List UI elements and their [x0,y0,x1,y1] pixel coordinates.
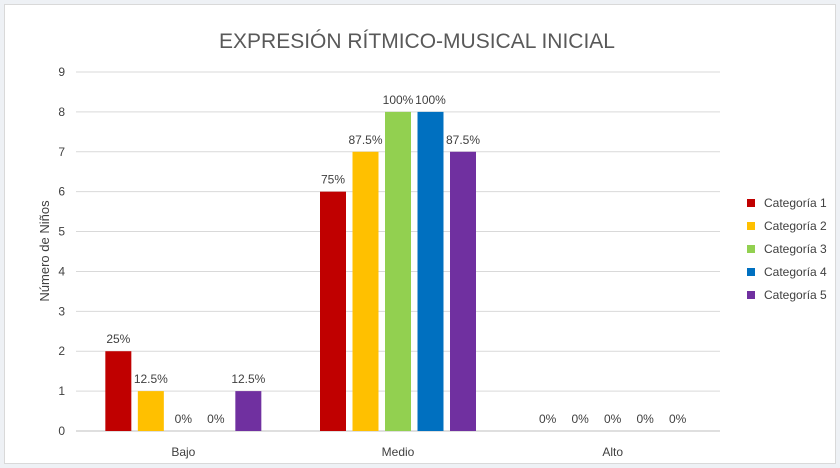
data-label: 100% [383,93,414,107]
legend-item: Categoría 1 [747,196,827,210]
y-tick-label: 1 [58,384,65,398]
legend-item: Categoría 4 [747,265,827,279]
legend-label: Categoría 4 [764,265,827,279]
y-tick-label: 4 [58,264,65,278]
data-label: 0% [207,412,225,426]
legend-swatch [747,268,755,276]
y-axis-ticks: 0 1 2 3 4 5 6 7 8 9 [58,65,65,438]
bar [385,111,411,431]
x-tick-label: Alto [602,445,623,459]
legend-swatch [747,199,755,207]
bar [235,391,262,431]
bar [450,151,476,431]
legend-swatch [747,291,755,299]
data-label: 75% [321,173,345,187]
y-tick-label: 7 [58,145,65,159]
legend-label: Categoría 2 [764,219,827,233]
y-tick-label: 6 [58,185,65,199]
x-axis-ticks: Bajo Medio Alto [171,445,623,459]
bars [105,111,476,431]
data-label: 0% [669,412,687,426]
y-tick-label: 9 [58,65,65,79]
legend-label: Categoría 1 [764,196,827,210]
data-label: 0% [604,412,622,426]
legend-item: Categoría 2 [747,219,827,233]
data-label: 100% [415,93,446,107]
legend-label: Categoría 5 [764,288,827,302]
data-label: 0% [175,412,193,426]
y-tick-label: 8 [58,105,65,119]
y-tick-label: 5 [58,225,65,239]
data-label: 87.5% [446,133,480,147]
data-label: 12.5% [134,372,168,386]
bar [417,111,444,431]
bar [105,351,132,431]
data-label: 87.5% [348,133,382,147]
legend: Categoría 1 Categoría 2 Categoría 3 Categor… [747,196,827,302]
x-tick-label: Medio [382,445,415,459]
legend-label: Categoría 3 [764,242,827,256]
bar [352,151,379,431]
y-axis-label: Número de Niños [37,200,52,302]
bar [137,391,164,431]
bar [320,191,346,431]
y-tick-label: 0 [58,424,65,438]
legend-swatch [747,222,755,230]
legend-swatch [747,245,755,253]
data-label: 0% [636,412,654,426]
legend-item: Categoría 5 [747,288,827,302]
chart-title: EXPRESIÓN RÍTMICO-MUSICAL INICIAL [219,30,615,53]
legend-item: Categoría 3 [747,242,827,256]
y-tick-label: 3 [58,304,65,318]
data-label: 25% [106,332,130,346]
y-tick-label: 2 [58,344,65,358]
data-label: 0% [539,412,557,426]
data-label: 0% [571,412,589,426]
data-labels: 25% 12.5% 0% 0% 12.5% 75% 87.5% 100% 100% 87.5% 0%… [106,93,686,426]
x-tick-label: Bajo [171,445,195,459]
data-label: 12.5% [231,372,265,386]
